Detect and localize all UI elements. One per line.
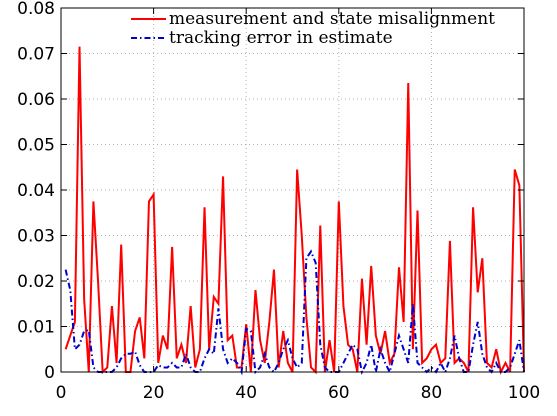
y-tick-label: 0.06 <box>17 90 55 110</box>
legend: measurement and state misalignment track… <box>131 9 495 48</box>
series-line-tracking-error <box>64 249 525 376</box>
legend-label-tracking-error: tracking error in estimate <box>169 28 393 48</box>
y-tick-label: 0.05 <box>17 136 55 156</box>
series-layer <box>64 46 525 376</box>
y-tick-label: 0.02 <box>17 272 55 292</box>
x-tick-label: 40 <box>235 383 257 403</box>
axis-ticks: 0 0.01 0.02 0.03 0.04 0.05 0.06 0.07 0.08 0 20 40 60… <box>17 0 540 403</box>
series-line-misalignment <box>64 46 525 376</box>
x-tick-label: 60 <box>328 383 350 403</box>
legend-label-misalignment: measurement and state misalignment <box>169 9 495 29</box>
y-tick-label: 0 <box>44 363 55 383</box>
y-tick-label: 0.04 <box>17 181 55 201</box>
y-tick-label: 0.07 <box>17 45 55 65</box>
x-tick-label: 100 <box>508 383 540 403</box>
x-tick-label: 20 <box>143 383 165 403</box>
grid-lines <box>61 8 524 372</box>
y-tick-label: 0.08 <box>17 0 55 19</box>
x-tick-label: 0 <box>56 383 67 403</box>
plot-frame <box>60 7 525 373</box>
y-tick-label: 0.03 <box>17 227 55 247</box>
y-tick-label: 0.01 <box>17 318 55 338</box>
x-tick-label: 80 <box>421 383 443 403</box>
